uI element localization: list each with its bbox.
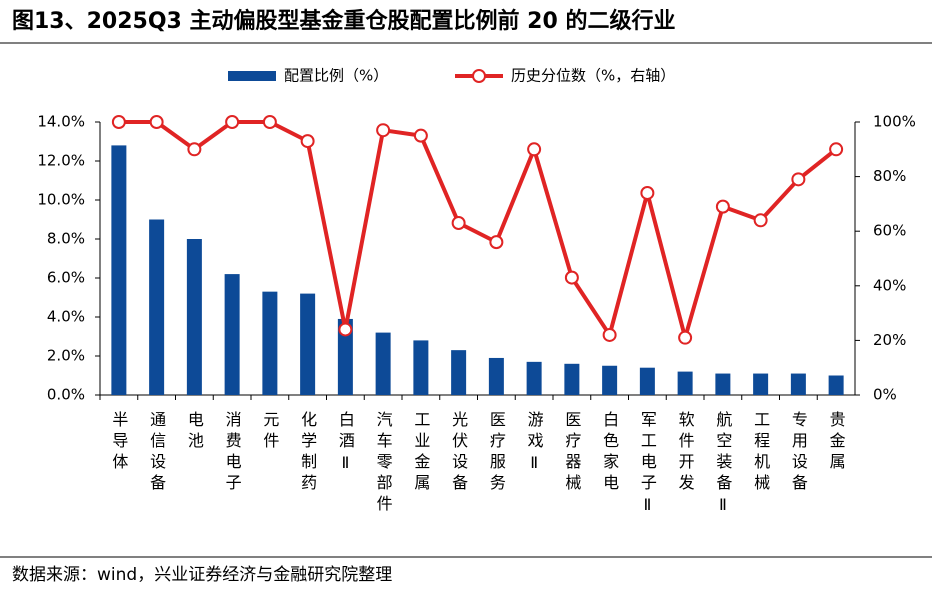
x-tick-label: 医疗服务 [487, 411, 506, 495]
x-tick-label: 白酒Ⅱ [336, 411, 355, 477]
y2-tick-label: 80% [873, 167, 906, 185]
line-marker [715, 199, 730, 214]
bar [564, 363, 580, 395]
line-marker [640, 185, 655, 200]
y2-tick-label: 20% [873, 331, 906, 349]
bar [262, 291, 278, 395]
bar [300, 293, 316, 395]
y-tick-label: 12.0% [37, 152, 85, 170]
x-tick-label: 化学制药 [298, 411, 317, 495]
bar [375, 332, 391, 395]
x-tick-label: 白色家电 [600, 411, 619, 495]
legend-label: 历史分位数（%，右轴） [511, 67, 675, 85]
y2-tick-label: 0% [873, 386, 897, 404]
chart-title: 图13、2025Q3 主动偏股型基金重仓股配置比例前 20 的二级行业 [12, 8, 675, 34]
bar [790, 373, 806, 395]
x-tick-label: 光伏设备 [449, 411, 468, 495]
line-marker [376, 123, 391, 138]
line-marker [149, 115, 164, 129]
source-note: 数据来源：wind，兴业证券经济与金融研究院整理 [12, 565, 392, 585]
y2-tick-label: 60% [873, 222, 906, 240]
x-tick-label: 通信设备 [147, 411, 166, 495]
line-marker [602, 327, 617, 342]
bar [413, 340, 429, 395]
x-tick-label: 工程机械 [751, 411, 770, 495]
x-tick-label: 军工电子Ⅱ [638, 411, 657, 519]
line-marker [225, 115, 240, 129]
line-marker [678, 330, 693, 345]
bar [337, 318, 353, 395]
x-tick-label: 医疗器械 [562, 411, 581, 495]
x-tick-label: 贵金属 [827, 411, 846, 474]
bar [224, 274, 240, 395]
line-marker [489, 235, 504, 250]
line-marker [111, 115, 126, 129]
y2-tick-label: 100% [873, 113, 916, 131]
y-tick-label: 8.0% [47, 230, 85, 248]
legend-marker [472, 69, 486, 83]
y2-tick-label: 40% [873, 276, 906, 294]
y-tick-label: 0.0% [47, 386, 85, 404]
x-tick-label: 航空装备Ⅱ [713, 411, 732, 519]
line-marker [451, 216, 466, 231]
line-marker [413, 128, 428, 143]
x-tick-label: 电池 [185, 411, 204, 453]
legend-swatch [228, 71, 276, 81]
line-marker [338, 322, 353, 337]
x-tick-label: 软件开发 [676, 411, 695, 495]
bar [828, 375, 844, 395]
bar [715, 373, 731, 395]
bar [451, 350, 467, 395]
x-tick-label: 消费电子 [223, 411, 242, 495]
bar [149, 219, 165, 395]
y-tick-label: 10.0% [37, 191, 85, 209]
line-marker [527, 142, 542, 157]
bar [186, 239, 202, 395]
line-marker [791, 172, 806, 187]
legend-label: 配置比例（%） [284, 67, 388, 85]
line-marker [564, 270, 579, 285]
line-marker [300, 134, 315, 149]
bar [111, 145, 127, 395]
bar [526, 361, 542, 395]
x-tick-label: 工业金属 [411, 411, 430, 495]
y-tick-label: 4.0% [47, 308, 85, 326]
x-tick-label: 元件 [260, 411, 279, 453]
x-tick-label: 游戏Ⅱ [525, 411, 544, 477]
bar [639, 367, 655, 395]
x-tick-label: 专用设备 [789, 411, 808, 495]
y-tick-label: 2.0% [47, 347, 85, 365]
line-marker [262, 115, 277, 129]
x-tick-label: 汽车零部件 [374, 411, 393, 516]
bar [677, 371, 693, 395]
bar [753, 373, 769, 395]
line-marker [187, 142, 202, 157]
y-tick-label: 14.0% [37, 113, 85, 131]
y-tick-label: 6.0% [47, 269, 85, 287]
line-marker [829, 142, 844, 157]
bar [488, 357, 504, 395]
bar [602, 365, 618, 395]
x-tick-label: 半导体 [109, 411, 128, 474]
line-marker [753, 213, 768, 228]
